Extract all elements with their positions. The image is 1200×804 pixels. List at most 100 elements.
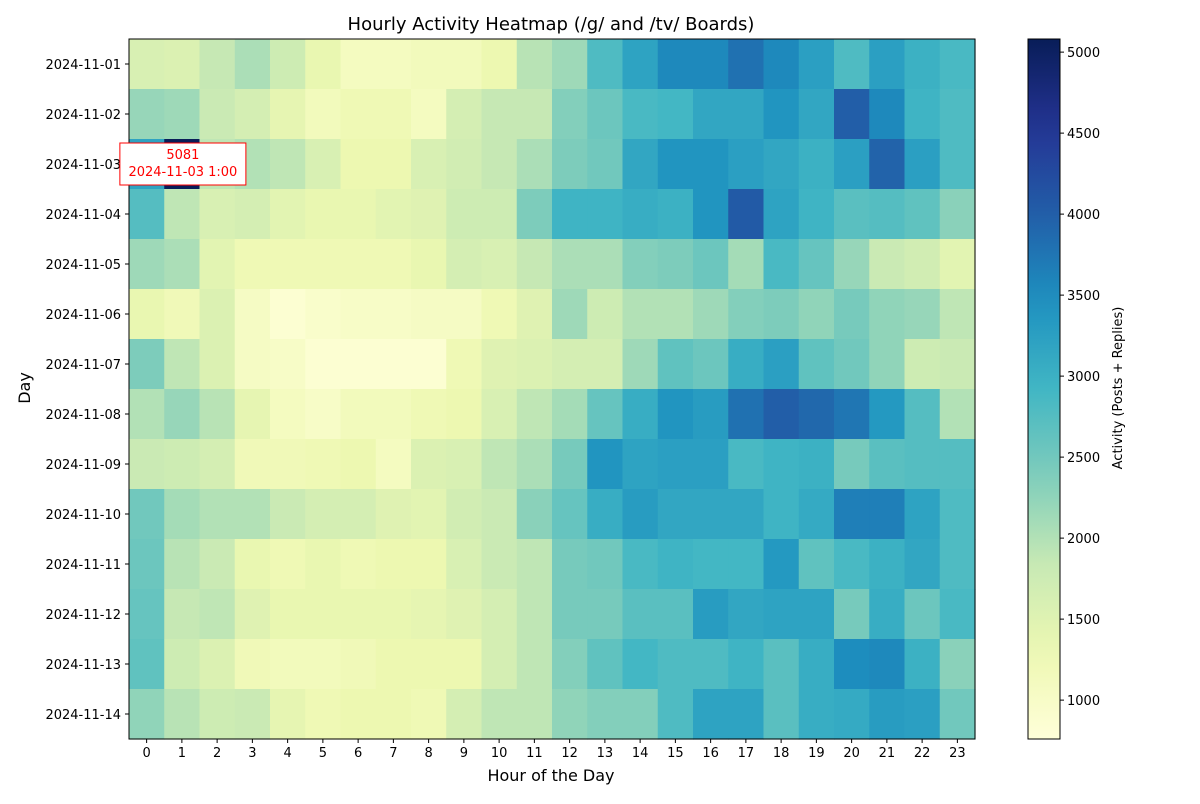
x-axis-label: Hour of the Day	[487, 766, 614, 785]
x-tick-label: 3	[248, 746, 256, 761]
heatmap-cell	[234, 389, 271, 440]
heatmap-cell	[481, 289, 518, 340]
heatmap-cell	[234, 39, 271, 90]
heatmap-cell	[340, 39, 377, 90]
heatmap-cell	[375, 89, 412, 140]
y-tick-label: 2024-11-10	[45, 508, 121, 523]
heatmap-cell	[728, 489, 765, 540]
heatmap-cell	[939, 489, 976, 540]
colorbar-tick-label: 1500	[1067, 613, 1100, 628]
heatmap-cell	[340, 339, 377, 390]
heatmap-cell	[199, 439, 236, 490]
x-tick-label: 11	[526, 746, 543, 761]
heatmap-cell	[270, 489, 306, 540]
heatmap-cell	[164, 689, 201, 740]
heatmap-cell	[411, 589, 447, 640]
y-tick-label: 2024-11-07	[45, 358, 121, 373]
x-tick-label: 14	[632, 746, 649, 761]
x-tick-label: 8	[424, 746, 432, 761]
heatmap-cell	[516, 489, 553, 540]
x-tick-label: 18	[773, 746, 790, 761]
heatmap-cell	[693, 389, 729, 440]
colorbar-tick-label: 5000	[1067, 46, 1100, 61]
heatmap-cell	[234, 489, 271, 540]
heatmap-cell	[763, 389, 800, 440]
x-tick-label: 7	[389, 746, 397, 761]
x-tick-label: 1	[178, 746, 186, 761]
heatmap-cell	[199, 239, 236, 290]
heatmap-cell	[270, 389, 306, 440]
heatmap-cell	[693, 139, 729, 190]
heatmap-cell	[798, 139, 835, 190]
heatmap-cell	[693, 189, 729, 240]
heatmap-cell	[129, 639, 165, 690]
heatmap-cell	[411, 189, 447, 240]
heatmap-cell	[657, 389, 694, 440]
heatmap-cell	[129, 689, 165, 740]
heatmap-cell	[199, 189, 236, 240]
y-tick-label: 2024-11-13	[45, 658, 121, 673]
heatmap-cell	[516, 389, 553, 440]
heatmap-cell	[904, 139, 941, 190]
heatmap-cell	[375, 439, 412, 490]
y-axis-label: Day	[15, 372, 34, 404]
heatmap-cell	[446, 689, 483, 740]
heatmap-cell	[164, 439, 201, 490]
y-tick-label: 2024-11-03	[45, 158, 121, 173]
heatmap-cell	[798, 539, 835, 590]
heatmap-cell	[270, 139, 306, 190]
heatmap-cell	[270, 239, 306, 290]
x-tick-label: 15	[667, 746, 684, 761]
heatmap-cell	[904, 389, 941, 440]
x-tick-label: 10	[491, 746, 508, 761]
heatmap-cell	[622, 689, 659, 740]
max-annotation: 5081 2024-11-03 1:00	[119, 142, 247, 186]
heatmap-cell	[270, 189, 306, 240]
heatmap-cell	[481, 689, 518, 740]
x-tick-label: 5	[319, 746, 327, 761]
heatmap-cell	[375, 689, 412, 740]
heatmap-cell	[516, 639, 553, 690]
x-tick-label: 16	[702, 746, 719, 761]
heatmap-cell	[622, 139, 659, 190]
heatmap-cell	[340, 239, 377, 290]
heatmap-cell	[728, 639, 765, 690]
heatmap-cell	[552, 639, 588, 690]
heatmap-cell	[411, 689, 447, 740]
colorbar-tick-label: 4500	[1067, 127, 1100, 142]
heatmap-cell	[270, 639, 306, 690]
colorbar-tick-label: 3000	[1067, 370, 1100, 385]
heatmap-cell	[446, 189, 483, 240]
heatmap-cell	[340, 539, 377, 590]
heatmap-cell	[305, 239, 342, 290]
heatmap-cell	[234, 589, 271, 640]
heatmap-cell	[552, 339, 588, 390]
heatmap-cell	[516, 89, 553, 140]
y-tick-label: 2024-11-11	[45, 558, 121, 573]
heatmap-cell	[446, 139, 483, 190]
heatmap-cell	[587, 189, 624, 240]
x-tick-label: 23	[949, 746, 966, 761]
heatmap-cell	[552, 139, 588, 190]
heatmap-cell	[129, 539, 165, 590]
heatmap-cell	[234, 539, 271, 590]
heatmap-cell	[622, 39, 659, 90]
heatmap-cell	[657, 639, 694, 690]
y-tick-label: 2024-11-06	[45, 308, 121, 323]
heatmap-cell	[587, 39, 624, 90]
heatmap-cell	[904, 539, 941, 590]
heatmap-cell	[728, 239, 765, 290]
heatmap-cell	[939, 339, 976, 390]
heatmap-cell	[763, 39, 800, 90]
heatmap-cell	[411, 289, 447, 340]
heatmap-cell	[411, 39, 447, 90]
heatmap-cell	[834, 239, 870, 290]
heatmap-cell	[622, 639, 659, 690]
heatmap-cell	[728, 589, 765, 640]
y-tick-label: 2024-11-05	[45, 258, 121, 273]
heatmap-cell	[728, 339, 765, 390]
heatmap-cell	[587, 339, 624, 390]
heatmap-cell	[129, 439, 165, 490]
x-tick-label: 12	[561, 746, 578, 761]
heatmap-cell	[834, 39, 870, 90]
